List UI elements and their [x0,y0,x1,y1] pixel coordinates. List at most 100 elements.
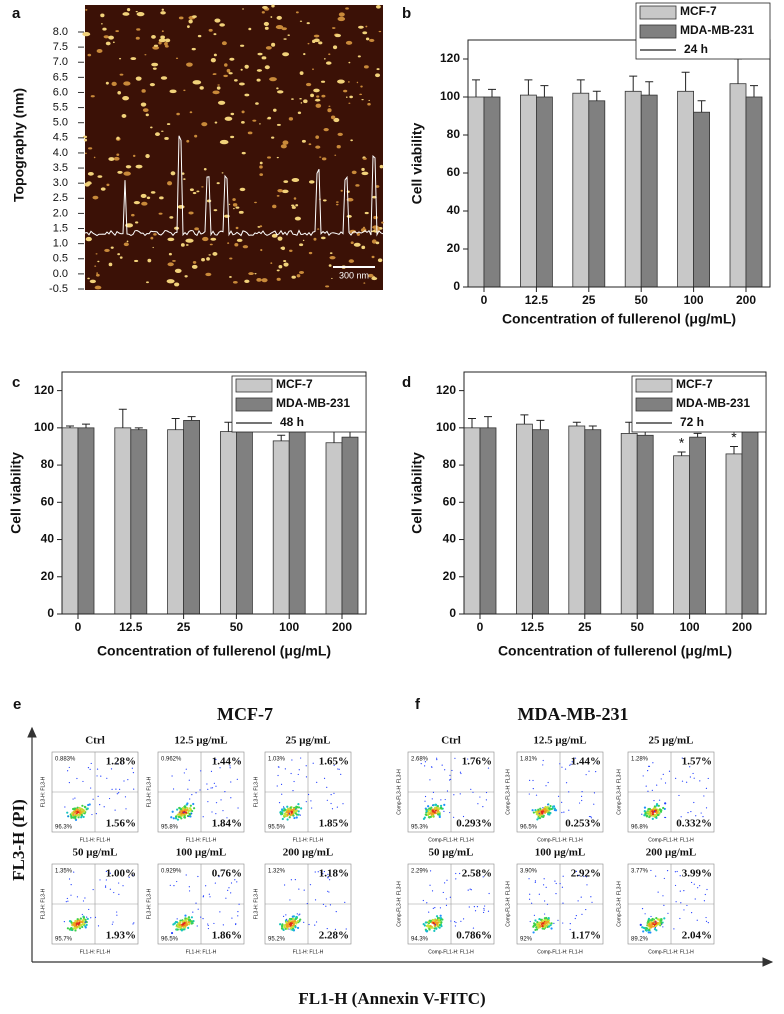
afm-particle [174,268,182,273]
afm-particle [238,82,245,86]
afm-particle [360,85,363,88]
plot-y-axis: FL3-H: FL3-H [253,888,259,919]
event-dot [459,771,462,773]
afm-particle [313,237,317,241]
event-dot [686,781,688,783]
event-dot [431,809,434,812]
bar [536,96,553,288]
group-title: MDA-MB-231 [518,704,629,724]
plot-y-axis: FL3-H: FL3-H [40,776,46,807]
event-dot [534,809,537,812]
bar [584,429,602,615]
afm-particle [234,243,239,247]
event-dot [280,925,284,928]
quadrant-value: 1.28% [106,756,136,768]
bar [467,96,485,288]
y-axis-label: Topography (nm) [11,88,27,202]
afm-particle [379,164,384,169]
afm-particle [113,156,120,161]
quadrant-value: 1.81% [520,757,538,763]
afm-particle [235,226,239,230]
afm-particle [283,262,289,267]
afm-particle [327,108,332,113]
afm-particle [303,52,306,56]
event-dot [292,925,295,928]
afm-particle [305,82,312,87]
panel-letter: b [402,5,411,22]
event-dot [108,797,111,800]
afm-particle [213,53,217,57]
afm-particle [280,246,285,250]
y-tick-label: 2.0 [53,207,68,219]
event-dot [179,811,181,813]
afm-particle [212,252,218,256]
event-dot [528,878,530,880]
event-dot [656,921,659,924]
event-dot [581,795,583,797]
event-dot [300,807,303,810]
bar [483,96,501,288]
y-tick-label: 0.5 [53,253,68,265]
y-tick-label: 80 [41,457,55,471]
event-dot [181,807,184,811]
event-dot [170,931,174,935]
y-tick-label: 6.0 [53,86,68,98]
x-axis-label: Concentration of fullerenol (μg/mL) [502,311,736,327]
event-dot [648,765,651,767]
event-dot [113,891,115,894]
afm-particle [280,144,287,149]
afm-particle [317,228,320,230]
event-dot [305,765,307,767]
quadrant-value: 1.76% [462,756,492,768]
event-dot [297,806,301,809]
afm-particle [197,34,202,38]
afm-particle [263,21,270,26]
event-dot [650,869,652,872]
afm-particle [248,272,254,276]
afm-particle [170,171,176,176]
event-dot [543,917,546,920]
event-dot [230,797,232,799]
y-tick-label: 60 [443,494,457,508]
event-dot [282,806,285,808]
event-dot [67,815,69,818]
event-dot [432,921,435,925]
event-dot [197,875,199,878]
bar [693,111,710,288]
quadrant-value: 89.2% [631,937,649,943]
error-bar [588,425,597,430]
event-dot [297,813,300,816]
afm-particle [126,240,129,243]
event-dot [550,807,553,811]
event-dot [344,901,346,903]
event-dot [312,762,314,764]
event-dot [429,870,432,872]
event-dot [655,811,659,814]
quadrant-value: 0.962% [161,757,182,763]
event-dot [485,799,487,801]
afm-particle [201,122,208,127]
event-dot [293,811,296,814]
event-dot [444,882,446,884]
afm-particle [144,54,147,56]
afm-particle [213,33,217,36]
event-dot [449,896,451,898]
event-dot [176,928,179,931]
event-dot [544,900,546,902]
y-tick-label: 80 [443,457,457,471]
group-title: MCF-7 [217,704,273,724]
event-dot [133,922,135,924]
event-dot [568,809,570,811]
afm-particle [375,73,381,78]
afm-particle [153,233,157,236]
plot-title: 200 μg/mL [283,847,334,859]
event-dot [291,928,295,932]
event-dot [435,923,439,926]
afm-particle [232,203,238,207]
event-dot [655,929,658,932]
afm-particle [313,88,320,93]
afm-particle [119,73,124,76]
afm-particle [308,180,315,184]
afm-particle [362,157,367,160]
event-dot [112,921,114,923]
